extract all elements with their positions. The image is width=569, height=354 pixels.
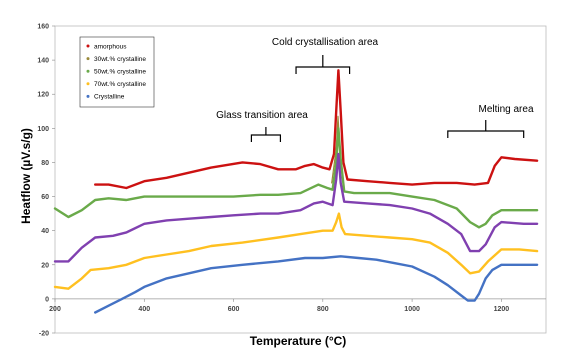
x-axis-label: Temperature (°C): [250, 334, 347, 348]
x-tick-label: 800: [317, 306, 329, 313]
legend-marker: [86, 82, 90, 86]
annotation-melting: Melting area: [478, 104, 533, 115]
legend-item-label: 70wt.% crystalline: [94, 81, 146, 88]
legend-item-label: Crystalline: [94, 94, 125, 101]
y-tick-label: 40: [41, 228, 49, 235]
y-tick-label: 100: [37, 126, 49, 133]
series-line: [53, 212, 539, 290]
y-tick-label: 160: [37, 24, 49, 31]
x-tick-label: 1000: [404, 306, 420, 313]
legend-marker: [86, 44, 90, 48]
x-tick-label: 400: [138, 306, 150, 313]
series-line: [53, 152, 539, 263]
legend-marker: [86, 69, 90, 73]
legend-item-label: amorphous: [94, 43, 127, 50]
annotation-glass-transition: Glass transition area: [216, 110, 308, 121]
y-tick-label: 140: [37, 58, 49, 65]
x-tick-label: 200: [49, 306, 61, 313]
y-tick-label: 120: [37, 92, 49, 99]
plot-frame: [54, 25, 547, 334]
annotation-brace: [447, 120, 525, 138]
y-tick-label: 0: [45, 296, 49, 303]
legend-item-label: 30wt.% crystalline: [94, 56, 146, 63]
legend-marker: [86, 57, 90, 61]
annotation-brace: [250, 127, 282, 142]
y-tick-label: 20: [41, 262, 49, 269]
annotation-layer: Cold crystallisation area Glass transiti…: [216, 37, 534, 142]
legend-item-label: 50wt.% crystalline: [94, 69, 146, 76]
y-tick-label: -20: [39, 331, 49, 338]
series-line: [53, 127, 539, 229]
annotation-cold-crystallisation: Cold crystallisation area: [272, 37, 379, 48]
y-tick-label: 60: [41, 194, 49, 201]
legend-box: [79, 36, 155, 108]
x-tick-label: 1200: [494, 306, 510, 313]
y-tick-label: 80: [41, 160, 49, 167]
series-line: [94, 255, 539, 314]
series-line: [94, 69, 539, 190]
annotation-braces: [250, 55, 525, 142]
legend: amorphous 30wt.% crystalline 50wt.% crysta…: [79, 36, 155, 108]
y-axis-label: Heatflow (µV.s/g): [19, 128, 33, 224]
legend-marker: [86, 94, 90, 98]
x-tick-label: 600: [228, 306, 240, 313]
annotation-brace: [295, 55, 351, 74]
series-layer: [53, 69, 539, 314]
